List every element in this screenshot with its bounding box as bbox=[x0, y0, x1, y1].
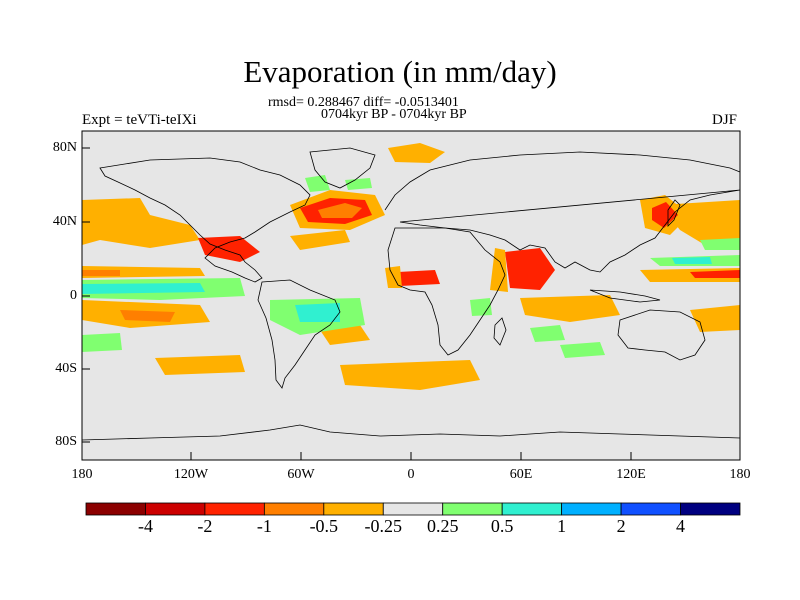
positive-anomaly-fields bbox=[82, 175, 740, 358]
coast-indonesia bbox=[589, 289, 661, 303]
field-w-pacific-cyan bbox=[672, 257, 712, 264]
field-indian-green bbox=[530, 325, 565, 342]
field-gulf-mexico bbox=[198, 236, 260, 262]
field-arabian-sea bbox=[505, 248, 555, 290]
plot-title: Evaporation (in mm/day) bbox=[243, 54, 557, 89]
axis-ticks bbox=[82, 147, 632, 460]
field-s-indian bbox=[520, 295, 620, 322]
coast-australia bbox=[617, 309, 706, 361]
lat-label-80n: 80N bbox=[52, 140, 77, 155]
season-label: DJF bbox=[712, 112, 738, 128]
stats-line: rmsd= 0.288467 diff= -0.0513401 bbox=[268, 95, 459, 110]
coast-madagascar bbox=[493, 317, 507, 346]
field-gulfstream-core bbox=[318, 203, 362, 218]
colorbar-label: 1 bbox=[557, 516, 567, 536]
coast-north-america bbox=[99, 157, 311, 283]
field-atlantic-band bbox=[290, 230, 350, 250]
coast-south-america bbox=[257, 279, 341, 389]
colorbar-label: 0.25 bbox=[426, 516, 459, 536]
period-line: 0704kyr BP - 0704kyr BP bbox=[321, 107, 467, 122]
colorbar-label: -1 bbox=[256, 516, 272, 536]
colorbar-swatch bbox=[204, 502, 265, 516]
lon-label-60w: 60W bbox=[287, 467, 315, 482]
coast-antarctica bbox=[81, 424, 741, 441]
field-southern-ocean bbox=[340, 360, 480, 390]
lat-label-40s: 40S bbox=[55, 361, 77, 376]
coast-japan bbox=[667, 199, 681, 227]
field-arctic bbox=[388, 143, 445, 163]
colorbar-swatch bbox=[382, 502, 444, 516]
coast-greenland bbox=[309, 147, 376, 189]
colorbar-swatch bbox=[323, 502, 384, 516]
map-panel bbox=[81, 130, 741, 461]
field-w-pacific-red bbox=[690, 270, 740, 278]
field-n-pacific bbox=[82, 198, 200, 248]
lon-label-180e: 180 bbox=[729, 467, 751, 482]
colorbar-swatch bbox=[620, 502, 681, 516]
lat-label-40n: 40N bbox=[52, 214, 77, 229]
colorbar-swatch bbox=[442, 502, 503, 516]
field-s-pacific-green bbox=[82, 333, 122, 352]
field-e-africa-green bbox=[470, 298, 492, 316]
lon-label-60e: 60E bbox=[509, 467, 533, 482]
coast-eurasia bbox=[384, 151, 741, 273]
field-n-pacific-green bbox=[700, 238, 740, 250]
lon-label-0: 0 bbox=[407, 467, 415, 482]
coastlines bbox=[81, 147, 741, 441]
negative-anomaly-fields bbox=[82, 143, 740, 390]
lon-label-120w: 120W bbox=[173, 467, 209, 482]
field-w-africa bbox=[398, 270, 440, 286]
field-arabian-outer bbox=[490, 248, 508, 292]
colorbar-label: -0.25 bbox=[364, 516, 403, 536]
field-se-pacific-red bbox=[120, 310, 175, 322]
lon-label-180w: 180 bbox=[71, 467, 93, 482]
experiment-label: Expt = teVTi-teIXi bbox=[82, 112, 197, 128]
colorbar-label: -4 bbox=[137, 516, 153, 536]
field-s-indian-green bbox=[560, 342, 605, 358]
field-n-atlantic-green bbox=[305, 175, 330, 192]
lon-label-120e: 120E bbox=[616, 467, 646, 482]
field-eq-atlantic-cyan bbox=[295, 303, 340, 322]
colorbar-label: -2 bbox=[197, 516, 213, 536]
lat-label-0: 0 bbox=[70, 288, 77, 303]
colorbar-label: 4 bbox=[676, 516, 686, 536]
field-s-pacific-sub bbox=[155, 355, 245, 375]
colorbar-swatch bbox=[680, 502, 741, 516]
colorbar-swatch bbox=[501, 502, 563, 516]
colorbar-label: 2 bbox=[616, 516, 626, 536]
lat-label-80s: 80S bbox=[55, 434, 77, 449]
colorbar-label: -0.5 bbox=[309, 516, 339, 536]
field-eq-pacific-cyan bbox=[82, 283, 205, 294]
colorbar-swatch bbox=[263, 502, 325, 516]
field-kuroshio-core bbox=[652, 202, 678, 228]
colorbar-swatch bbox=[85, 502, 146, 516]
field-nordic-green bbox=[345, 178, 372, 190]
colorbar-label: 0.5 bbox=[490, 516, 514, 536]
coast-africa bbox=[387, 227, 506, 356]
field-tasman bbox=[690, 305, 740, 332]
colorbar-swatch bbox=[145, 502, 206, 516]
colorbar bbox=[85, 502, 741, 516]
field-trop-pacific-n2 bbox=[82, 270, 120, 276]
colorbar-swatch bbox=[561, 502, 622, 516]
